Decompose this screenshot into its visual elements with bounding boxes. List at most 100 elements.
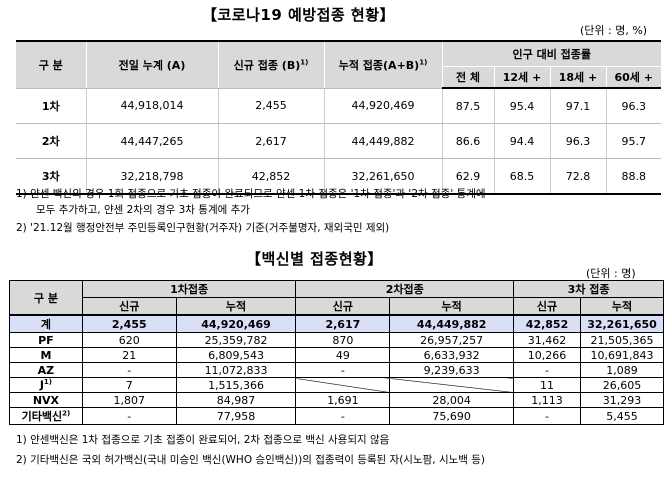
footnote-vaccine-1: 1) 얀센백신은 1차 접종으로 기초 접종이 완료되어, 2차 접종으로 백신…: [16, 434, 390, 446]
cell-d3-new: 10,266: [513, 347, 581, 363]
row-label: PF: [9, 332, 83, 348]
vaccination-status-table: 구 분 전일 누계 (A) 신규 접종 (B)1) 누적 접종(A+B)1) 인…: [16, 40, 661, 195]
cell-d2-new: -: [295, 362, 391, 378]
cell-12: 68.5: [494, 158, 551, 195]
cell-18: 97.1: [550, 88, 607, 124]
cell-all: 86.6: [442, 123, 495, 159]
cell-d2-cum-na: [389, 377, 515, 393]
cell-d2-cum: 26,957,257: [389, 332, 515, 348]
cell-d3-cum: 31,293: [579, 392, 665, 408]
cell-d1-new: 7: [81, 377, 177, 393]
cell-new: 42,852: [218, 158, 325, 195]
table-row-dose3: 3차 32,218,798 42,852 32,261,650 62.9 68.…: [16, 158, 661, 195]
table-row-az: AZ - 11,072,833 - 9,239,633 - 1,089: [9, 362, 665, 378]
section-title-by-vaccine: 【백신별 접종현황】: [246, 250, 383, 268]
row-label: 기타백신2): [9, 407, 83, 425]
cell-all: 62.9: [442, 158, 495, 195]
row-label-sup: 2): [62, 409, 71, 418]
cell-d3-new: 1,113: [513, 392, 581, 408]
cell-18: 96.3: [550, 123, 607, 159]
cell-12: 95.4: [494, 88, 551, 124]
row-label: AZ: [9, 362, 83, 378]
header-dose2: 2차접종: [295, 280, 515, 298]
cell-d2-new: -: [295, 407, 391, 425]
cell-d1-new: 1,807: [81, 392, 177, 408]
cell-d3-cum: 5,455: [579, 407, 665, 425]
cell-d3-cum: 26,605: [579, 377, 665, 393]
cell-12: 94.4: [494, 123, 551, 159]
footnote-2: 2) '21.12월 행정안전부 주민등록인구현황(거주자) 기준(거주불명자,…: [16, 222, 390, 234]
table-row-pf: PF 620 25,359,782 870 26,957,257 31,462 …: [9, 332, 665, 348]
vaccine-breakdown-table: 구 분 1차접종 2차접종 3차 접종 신규 누적 신규 누적 신규 누적 계 …: [9, 280, 665, 425]
page-title-vaccination-status: 【코로나19 예방접종 현황】: [202, 6, 396, 24]
cell-d3-cum: 1,089: [579, 362, 665, 378]
row-label: 계: [9, 314, 83, 333]
cell-60: 95.7: [606, 123, 661, 159]
header-ratio-all: 전 체: [442, 66, 495, 89]
row-label: 2차: [16, 123, 87, 159]
cell-d1-new: 2,455: [81, 314, 177, 333]
header-cumulative-sup: 1): [419, 58, 428, 67]
header-dose2-cum: 누적: [389, 297, 515, 316]
cell-d2-cum: 75,690: [389, 407, 515, 425]
table-row-dose2: 2차 44,447,265 2,617 44,449,882 86.6 94.4…: [16, 123, 661, 159]
cell-60: 96.3: [606, 88, 661, 124]
header-ratio-12: 12세 +: [494, 66, 551, 89]
header-new: 신규 접종 (B)1): [218, 40, 325, 89]
cell-60: 88.8: [606, 158, 661, 195]
cell-d1-new: -: [81, 362, 177, 378]
row-label-text: 기타백신: [21, 410, 63, 423]
header-new-sup: 1): [300, 58, 309, 67]
cell-d3-cum: 21,505,365: [579, 332, 665, 348]
cell-d1-new: 21: [81, 347, 177, 363]
table-row-total: 계 2,455 44,920,469 2,617 44,449,882 42,8…: [9, 314, 665, 333]
cell-d3-cum: 10,691,843: [579, 347, 665, 363]
footnote-1-cont: 모두 추가하고, 얀센 2차의 경우 3차 통계에 추가: [36, 204, 250, 216]
unit-label: (단위 : 명, %): [580, 24, 648, 37]
row-label: NVX: [9, 392, 83, 408]
cell-d2-cum: 9,239,633: [389, 362, 515, 378]
table-row-dose1: 1차 44,918,014 2,455 44,920,469 87.5 95.4…: [16, 88, 661, 124]
header-category: 구 분: [16, 40, 87, 89]
row-label-text: J: [39, 378, 44, 392]
cell-d1-cum: 25,359,782: [175, 332, 297, 348]
footnote-1: 1) 얀센 백신의 경우 1회 접종으로 기초 접종이 완료되므로 얀센 1차 …: [16, 188, 486, 200]
header-dose3: 3차 접종: [513, 280, 664, 298]
cell-d1-new: 620: [81, 332, 177, 348]
cell-d3-new: 31,462: [513, 332, 581, 348]
cell-d2-new: 2,617: [295, 314, 391, 333]
header-prev-total: 전일 누계 (A): [86, 40, 219, 89]
header-dose1: 1차접종: [81, 280, 297, 298]
row-label: J1): [9, 377, 83, 393]
cell-d3-cum: 32,261,650: [579, 314, 665, 333]
cell-new: 2,455: [218, 88, 325, 124]
cell-cum: 32,261,650: [324, 158, 443, 195]
cell-d1-cum: 1,515,366: [175, 377, 297, 393]
cell-cum: 44,920,469: [324, 88, 443, 124]
row-label-sup: 1): [43, 378, 52, 387]
cell-prev: 44,918,014: [86, 88, 219, 124]
header-cumulative-label: 누적 접종(A+B): [338, 58, 420, 72]
cell-d1-cum: 6,809,543: [175, 347, 297, 363]
cell-d1-cum: 11,072,833: [175, 362, 297, 378]
cell-d1-cum: 44,920,469: [175, 314, 297, 333]
header-dose1-new: 신규: [81, 297, 177, 316]
header-dose2-new: 신규: [295, 297, 391, 316]
cell-18: 72.8: [550, 158, 607, 195]
table-row-m: M 21 6,809,543 49 6,633,932 10,266 10,69…: [9, 347, 665, 363]
cell-cum: 44,449,882: [324, 123, 443, 159]
cell-prev: 44,447,265: [86, 123, 219, 159]
header-ratio-18: 18세 +: [550, 66, 607, 89]
row-label: M: [9, 347, 83, 363]
cell-d2-new: 49: [295, 347, 391, 363]
cell-d2-cum: 6,633,932: [389, 347, 515, 363]
header-dose3-new: 신규: [513, 297, 581, 316]
cell-d3-new: 11: [513, 377, 581, 393]
header-new-label: 신규 접종 (B): [233, 58, 301, 72]
footnote-vaccine-2: 2) 기타백신은 국외 허가백신(국내 미승인 백신(WHO 승인백신))의 접…: [16, 454, 486, 466]
cell-d3-new: -: [513, 407, 581, 425]
cell-d2-new: 1,691: [295, 392, 391, 408]
header-category: 구 분: [9, 280, 83, 316]
cell-d2-new-na: [295, 377, 391, 393]
header-dose1-cum: 누적: [175, 297, 297, 316]
